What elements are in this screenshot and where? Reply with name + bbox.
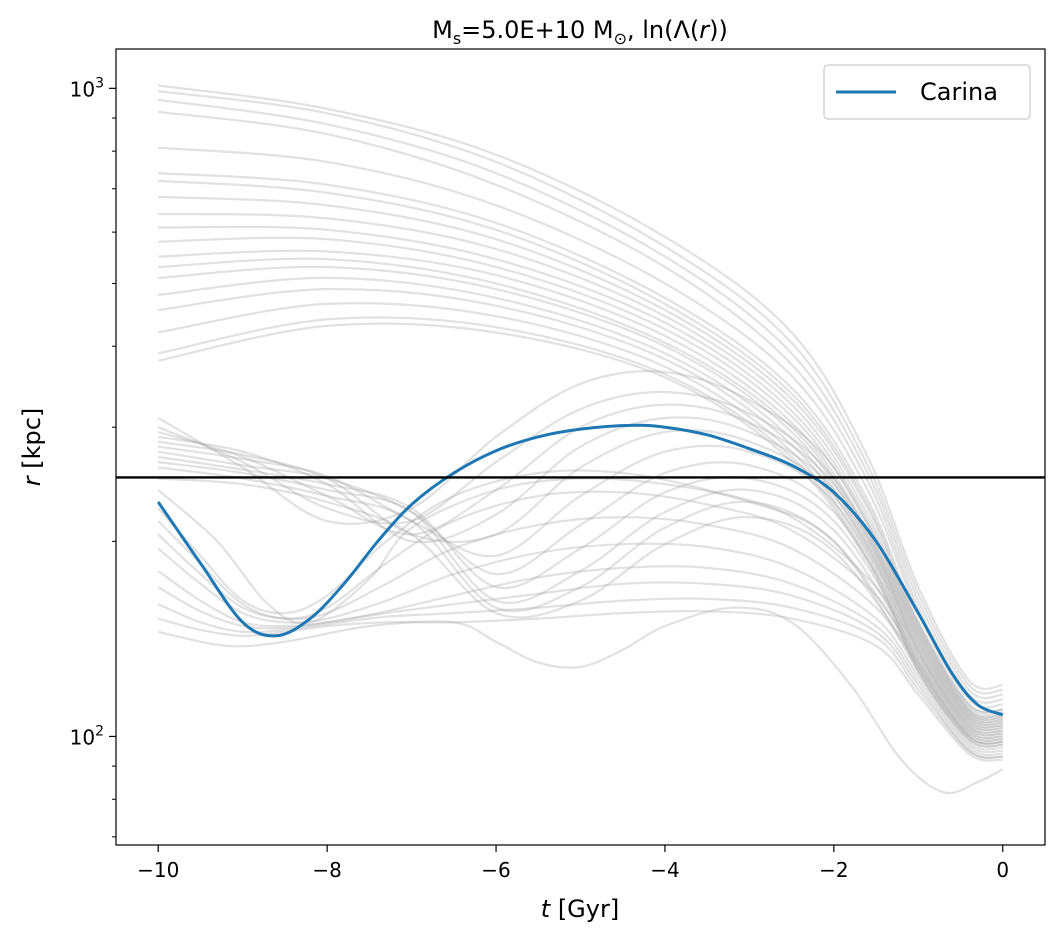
x-axis-ticks: −10 −8 −6 −4 −2 0: [137, 845, 1009, 882]
y-tick-label: 102: [70, 723, 104, 749]
orbit-line-12: [158, 249, 1003, 729]
orbit-line-14: [158, 265, 1003, 734]
x-tick-label: −10: [137, 858, 179, 882]
orbit-line-21: [157, 390, 1003, 719]
orbit-line-33: [157, 490, 1003, 748]
plot-area: [115, 48, 1046, 846]
carina-line: [156, 423, 1004, 717]
x-tick-label: −6: [481, 858, 510, 882]
orbit-line-18: [157, 316, 1003, 745]
orbit-line-3: [158, 98, 1003, 700]
x-tick-label: −8: [312, 858, 341, 882]
orbit-line-25: [158, 444, 1003, 729]
orbit-line-13: [158, 257, 1003, 732]
orbit-line-6: [158, 172, 1003, 714]
legend-label-carina: Carina: [920, 78, 998, 106]
orbit-line-8: [158, 195, 1003, 719]
orbit-line-20: [157, 370, 1003, 714]
orbit-line-35: [157, 542, 1003, 754]
chart-title: Ms=5.0E+10 M⊙, ln(Λ(r)): [432, 16, 728, 48]
orbit-line-27: [158, 455, 1003, 734]
orbit-line-32: [157, 469, 1003, 745]
orbit-line-19: [157, 322, 1003, 748]
x-axis-label: t [Gyr]: [541, 895, 619, 923]
orbit-line-16: [158, 287, 1003, 740]
x-tick-label: −2: [819, 858, 848, 882]
plot-frame: [115, 48, 1046, 846]
legend: Carina: [823, 64, 1031, 120]
x-tick-label: 0: [996, 858, 1009, 882]
orbit-line-38: [157, 597, 1003, 759]
orbit-line-28: [158, 461, 1003, 737]
orbit-line-31: [157, 477, 1003, 745]
orbit-line-1: [158, 84, 1003, 691]
orbit-line-36: [157, 565, 1003, 757]
orbit-line-23: [158, 416, 1003, 724]
orbit-line-34: [157, 515, 1003, 751]
series-layer: [156, 84, 1004, 795]
orbit-line-11: [158, 236, 1003, 726]
orbit-line-15: [158, 276, 1003, 737]
y-axis-label: r [kpc]: [18, 408, 46, 487]
orbit-line-30: [158, 477, 1003, 742]
orbit-line-37: [157, 581, 1003, 760]
orbit-line-17: [158, 302, 1003, 742]
orbit-line-2: [158, 90, 1003, 695]
legend-box: [823, 64, 1031, 120]
orbit-line-9: [158, 212, 1003, 721]
orbit-line-40: [157, 606, 1004, 795]
x-tick-label: −4: [650, 858, 679, 882]
y-tick-label: 103: [70, 75, 104, 101]
orbit-line-22: [157, 403, 1003, 722]
orbit-line-29: [158, 466, 1003, 740]
orbit-line-7: [158, 179, 1003, 716]
y-axis-ticks: 102 103: [70, 75, 116, 838]
orbit-line-10: [158, 225, 1003, 724]
